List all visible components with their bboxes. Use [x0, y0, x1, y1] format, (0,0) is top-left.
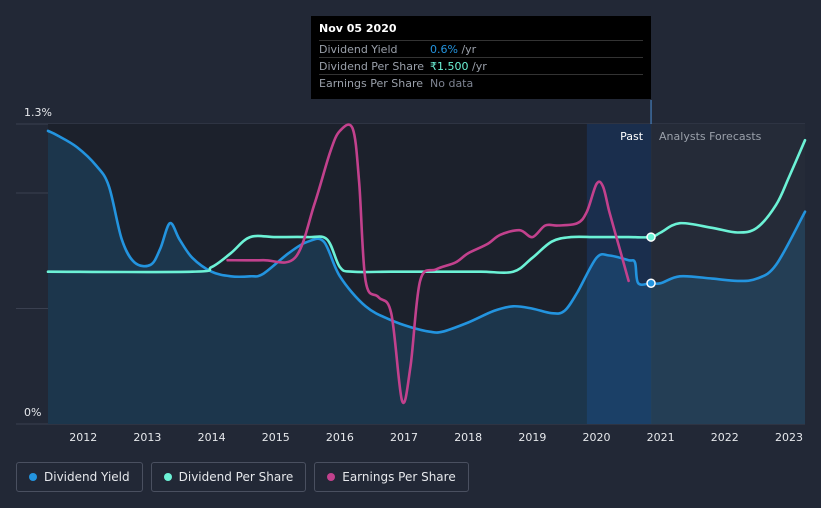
- x-tick-label: 2017: [390, 431, 418, 444]
- legend-label: Earnings Per Share: [342, 470, 456, 484]
- tooltip-label: Dividend Per Share: [319, 59, 425, 73]
- tooltip-value: No data: [430, 76, 474, 90]
- legend-label: Dividend Yield: [44, 470, 130, 484]
- tooltip-row-earnings-per-share: Earnings Per Share No data: [319, 74, 643, 91]
- legend-dividend-per-share[interactable]: Dividend Per Share: [150, 462, 307, 492]
- legend-label: Dividend Per Share: [178, 470, 294, 484]
- hover-marker: [646, 278, 656, 288]
- legend-dot-icon: [163, 473, 172, 481]
- x-tick-label: 2020: [583, 431, 611, 444]
- x-tick-label: 2012: [69, 431, 97, 444]
- x-tick-label: 2018: [454, 431, 482, 444]
- legend-dividend-yield[interactable]: Dividend Yield: [16, 462, 143, 492]
- past-label: Past: [620, 130, 644, 143]
- hover-tooltip: Nov 05 2020 Dividend Yield 0.6% /yr Divi…: [311, 16, 651, 99]
- tooltip-label: Earnings Per Share: [319, 76, 424, 90]
- y-tick-label-max: 1.3%: [24, 106, 52, 119]
- x-tick-label: 2014: [198, 431, 226, 444]
- past-panel: [48, 124, 652, 424]
- x-tick-label: 2022: [711, 431, 739, 444]
- x-tick-label: 2015: [262, 431, 290, 444]
- dividend-per-share-line: [46, 138, 807, 275]
- y-tick-label-min: 0%: [24, 406, 41, 419]
- x-tick-label: 2019: [518, 431, 546, 444]
- tooltip-unit: /yr: [468, 59, 487, 73]
- tooltip-value: ₹1.500: [430, 59, 469, 73]
- forecast-label: Analysts Forecasts: [659, 130, 762, 143]
- tooltip-value: 0.6%: [430, 42, 458, 56]
- earnings-per-share-line: [226, 123, 630, 405]
- tooltip-row-dividend-yield: Dividend Yield 0.6% /yr: [319, 40, 643, 57]
- x-tick-label: 2016: [326, 431, 354, 444]
- tooltip-row-dividend-per-share: Dividend Per Share ₹1.500 /yr: [319, 57, 643, 74]
- hover-marker: [646, 232, 656, 242]
- legend: Dividend Yield Dividend Per Share Earnin…: [16, 462, 469, 492]
- x-tick-label: 2021: [647, 431, 675, 444]
- legend-earnings-per-share[interactable]: Earnings Per Share: [314, 462, 469, 492]
- tooltip-label: Dividend Yield: [319, 42, 398, 56]
- tooltip-date: Nov 05 2020: [319, 22, 397, 35]
- forecast-panel: [651, 124, 805, 424]
- x-tick-label: 2013: [133, 431, 161, 444]
- past-highlight-band: [586, 124, 652, 424]
- legend-dot-icon: [327, 473, 336, 481]
- dividend-yield-area: [48, 130, 805, 424]
- tooltip-unit: /yr: [457, 42, 477, 56]
- x-tick-label: 2023: [775, 431, 803, 444]
- legend-dot-icon: [29, 473, 37, 481]
